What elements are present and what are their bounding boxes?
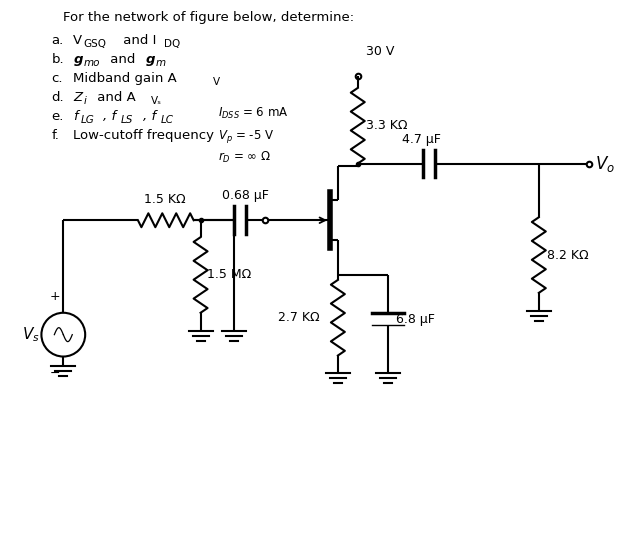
Text: e.: e. <box>51 110 64 123</box>
Text: g: g <box>146 53 155 66</box>
Text: i: i <box>83 96 86 106</box>
Text: m: m <box>156 58 166 68</box>
Text: f.: f. <box>51 129 59 142</box>
Text: a.: a. <box>51 34 63 47</box>
Text: GSQ: GSQ <box>83 39 106 49</box>
Text: $V_o$: $V_o$ <box>594 154 614 173</box>
Text: V: V <box>73 34 82 47</box>
Text: 0.68 μF: 0.68 μF <box>223 189 270 202</box>
Text: LS: LS <box>121 115 134 125</box>
Text: 30 V: 30 V <box>366 45 394 58</box>
Text: mo: mo <box>83 58 100 68</box>
Text: Z: Z <box>73 91 82 104</box>
Text: 8.2 KΩ: 8.2 KΩ <box>547 249 588 262</box>
Text: c.: c. <box>51 72 63 85</box>
Text: and I: and I <box>119 34 156 47</box>
Text: 4.7 μF: 4.7 μF <box>401 133 440 146</box>
Text: 6.8 μF: 6.8 μF <box>396 313 435 326</box>
Text: DQ: DQ <box>164 39 180 49</box>
Text: 3.3 KΩ: 3.3 KΩ <box>366 119 407 132</box>
Text: Vₛ: Vₛ <box>151 96 162 106</box>
Text: , f: , f <box>103 110 116 123</box>
Text: LC: LC <box>161 115 174 125</box>
Text: $r_D$ = ∞ Ω: $r_D$ = ∞ Ω <box>218 150 271 165</box>
Text: $V_p$ = -5 V: $V_p$ = -5 V <box>218 128 275 145</box>
Text: −: − <box>50 366 60 379</box>
Text: +: + <box>50 290 60 303</box>
Text: Low-cutoff frequency: Low-cutoff frequency <box>73 129 214 142</box>
Text: $I_{DSS}$ = 6 mA: $I_{DSS}$ = 6 mA <box>218 106 289 121</box>
Text: $V_s$: $V_s$ <box>21 325 40 344</box>
Text: g: g <box>73 53 83 66</box>
Text: LG: LG <box>82 115 95 125</box>
Text: and: and <box>106 53 140 66</box>
Text: For the network of figure below, determine:: For the network of figure below, determi… <box>63 11 354 24</box>
Text: f: f <box>73 110 78 123</box>
Text: 2.7 KΩ: 2.7 KΩ <box>278 311 320 324</box>
Text: , f: , f <box>143 110 156 123</box>
Text: 1.5 KΩ: 1.5 KΩ <box>144 193 186 207</box>
Text: d.: d. <box>51 91 64 104</box>
Text: b.: b. <box>51 53 64 66</box>
Text: 1.5 MΩ: 1.5 MΩ <box>206 269 251 281</box>
Text: Midband gain A: Midband gain A <box>73 72 177 85</box>
Text: V: V <box>213 77 219 87</box>
Text: and A: and A <box>93 91 136 104</box>
